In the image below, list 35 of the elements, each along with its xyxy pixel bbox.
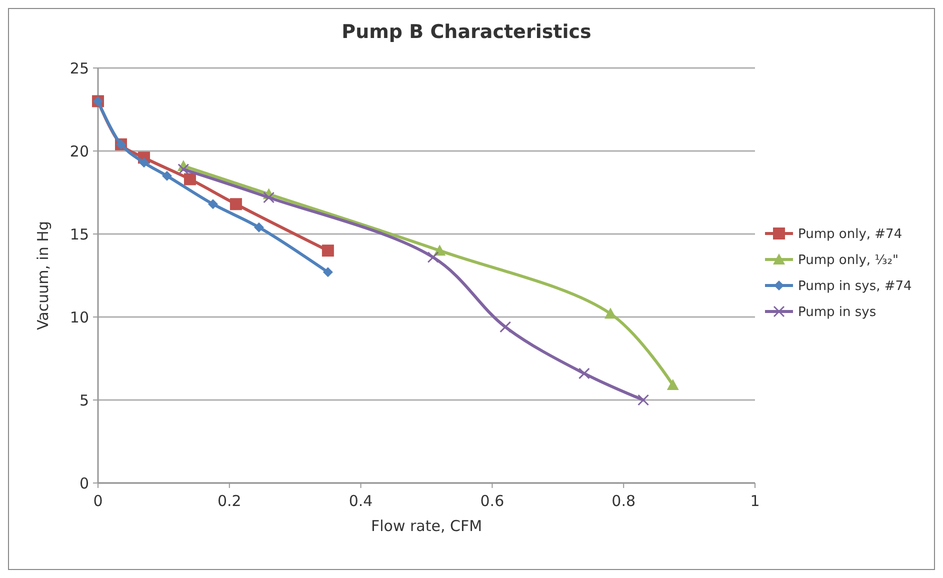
x-tick-label: 0: [93, 492, 103, 510]
point: [500, 321, 512, 333]
y-tick-label: 25: [70, 59, 89, 78]
point: [604, 308, 616, 319]
point: [322, 267, 333, 278]
x-tick-label: 0.8: [612, 492, 636, 510]
legend-label: Pump in sys: [798, 305, 876, 320]
point: [184, 173, 196, 186]
y-tick-label: 15: [70, 225, 89, 244]
y-tick-label: 20: [70, 142, 89, 160]
point: [254, 222, 264, 232]
y-tick-label: 10: [70, 308, 89, 326]
legend-label: Pump only, #74: [798, 227, 902, 242]
point: [162, 170, 172, 181]
x-tick-label: 0.6: [480, 492, 504, 510]
chart-title: Pump B Characteristics: [342, 21, 592, 43]
point: [427, 251, 439, 263]
point: [230, 198, 242, 210]
x-tick-label: 1: [750, 492, 760, 510]
y-tick-label: 0: [79, 474, 89, 492]
x-axis-title: Flow rate, CFM: [370, 517, 482, 535]
point: [138, 158, 149, 168]
point: [263, 192, 275, 204]
x-tick-label: 0.4: [348, 492, 373, 510]
y-tick-label: 5: [79, 391, 89, 410]
point: [322, 244, 334, 257]
point: [178, 164, 190, 176]
point: [208, 199, 218, 210]
point: [666, 379, 679, 390]
point: [578, 368, 590, 380]
x-tick-label: 0.2: [217, 492, 242, 510]
point: [638, 394, 650, 406]
y-axis-title: Vacuum, in Hg: [34, 221, 52, 330]
legend-label: Pump in sys, #74: [798, 279, 912, 294]
legend-label: Pump only, ¹⁄₃₂": [798, 253, 898, 268]
